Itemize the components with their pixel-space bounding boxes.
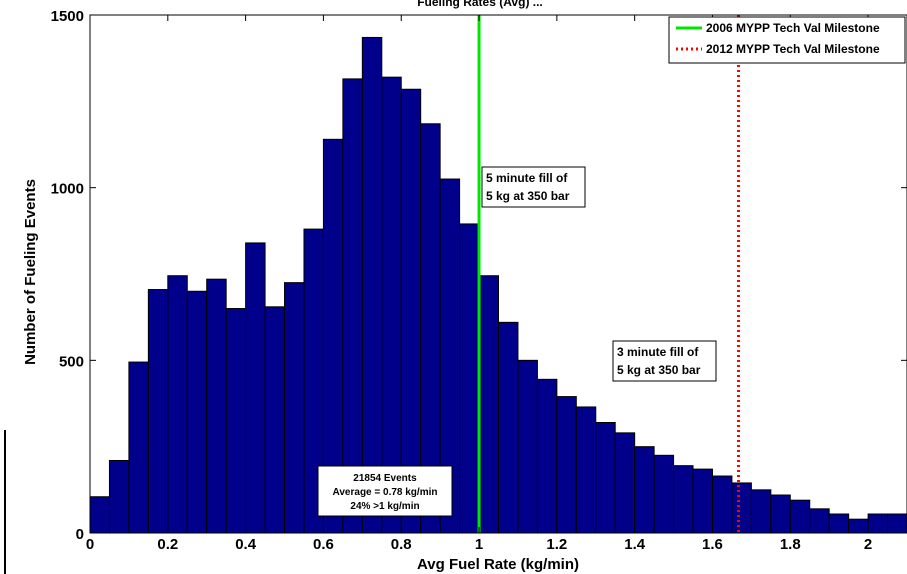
annotation-3-minute-fill: 3 minute fill of 5 kg at 350 bar [612,340,717,382]
y-axis-label: Number of Fueling Events [22,179,39,365]
x-axis-ticks: 0 0.2 0.4 0.6 0.8 1 1.2 1.4 1.6 1.8 2 [86,15,872,553]
histogram-bar [673,465,694,534]
stats-event-count: 21854 Events [353,473,417,484]
histogram-bar [711,475,733,534]
x-tick-label: 1.4 [624,536,646,553]
x-tick-label: 1.6 [702,536,723,553]
x-axis-label: Avg Fuel Rate (kg/min) [417,556,579,573]
histogram-bar [750,489,772,534]
x-tick-label: 0 [86,536,94,553]
y-tick-label: 1000 [51,181,84,198]
histogram-bar [809,508,830,534]
legend-box [668,16,906,64]
histogram-bar [556,396,577,534]
histogram-bar [536,378,558,534]
y-tick-label: 0 [76,526,84,543]
histogram-bar [731,482,752,534]
x-tick-label: 2 [864,536,872,553]
histogram-bar [653,454,675,534]
histogram-bar [381,76,402,534]
histogram-bar [225,308,247,534]
y-axis-ticks: 0 500 1000 1500 [51,8,907,543]
annotation-3-minute-line-2: 5 kg at 350 bar [617,363,701,377]
annotation-3-minute-line-1: 3 minute fill of [617,345,699,359]
histogram-bar [498,321,519,534]
histogram-bar [245,242,266,534]
milestone-lines [477,15,741,533]
histogram-bar [478,275,499,534]
histogram-bar [89,496,110,534]
plot-frame [89,14,907,534]
histogram-bar [887,513,907,534]
histogram-bar [459,223,480,534]
histogram-bar [789,499,811,534]
histogram-bar [206,278,227,534]
x-tick-label: 0.8 [391,536,412,553]
histogram-bar [186,290,208,534]
histogram-bar [361,36,383,534]
legend: 2006 MYPP Tech Val Milestone 2012 MYPP T… [668,16,906,64]
annotation-5-minute-line-2: 5 kg at 350 bar [486,189,570,203]
x-tick-label: 1.2 [546,536,567,553]
histogram-bar [147,289,169,534]
histogram-bar [867,513,889,534]
histogram-bar [128,361,149,534]
histogram-bar [634,446,655,534]
histogram-bar [614,432,636,534]
histogram-bar [284,282,305,534]
y-tick-label: 500 [59,353,84,370]
annotation-5-minute-box [481,166,586,208]
histogram-bar [264,306,286,534]
bars-group [89,36,907,534]
histogram-bar [517,359,538,534]
stats-average: Average = 0.78 kg/min [333,487,438,498]
legend-label-2006: 2006 MYPP Tech Val Milestone [706,21,880,35]
histogram-bar [595,421,616,534]
x-tick-label: 0.4 [235,536,257,553]
histogram-bar [167,275,188,534]
histogram-bar [828,513,850,534]
histogram-bar [575,406,597,534]
x-tick-label: 0.6 [313,536,334,553]
x-tick-label: 1 [475,536,483,553]
stats-box-frame [317,465,453,517]
chart-title: Fueling Rates (Avg) ... [417,0,543,9]
x-tick-label: 0.2 [157,536,178,553]
y-tick-label: 1500 [51,8,84,25]
stats-box: 21854 Events Average = 0.78 kg/min 24% >… [317,465,453,517]
annotation-5-minute-fill: 5 minute fill of 5 kg at 350 bar [481,166,586,208]
histogram-bar [108,459,130,534]
histogram-bar [692,468,713,534]
x-tick-label: 1.8 [780,536,801,553]
annotation-5-minute-line-1: 5 minute fill of [486,171,568,185]
legend-label-2012: 2012 MYPP Tech Val Milestone [706,42,880,56]
histogram-bar [770,494,791,534]
annotation-3-minute-box [612,340,717,382]
histogram-bar [848,518,869,534]
histogram-bar [342,78,363,534]
stats-percent-over: 24% >1 kg/min [350,501,419,512]
